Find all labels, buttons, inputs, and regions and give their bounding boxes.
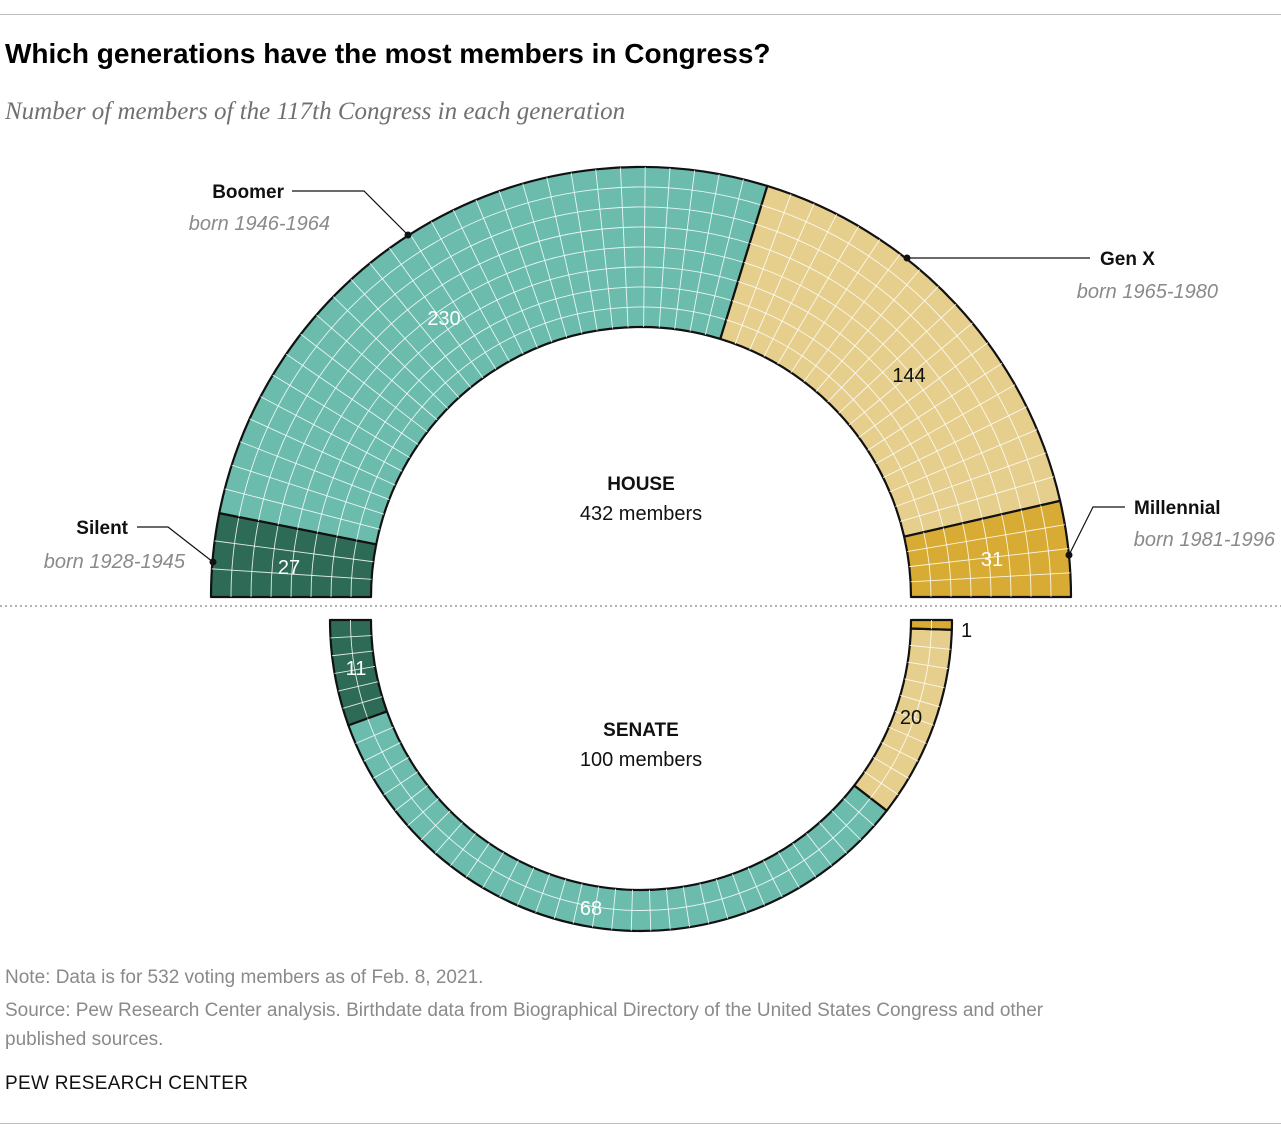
seg-house-gen-x: [719, 184, 1062, 538]
senate-silent-label: 11: [346, 658, 367, 680]
seg-senate-boomer: [347, 710, 888, 933]
house-arc: [209, 165, 1073, 599]
senate-millennial-label: 1: [961, 620, 972, 642]
footnote: Note: Data is for 532 voting members as …: [5, 967, 484, 988]
legend-millennial-name: Millennial: [1134, 498, 1221, 519]
house-title: HOUSE: [607, 474, 675, 495]
house-genx-label: 144: [892, 365, 925, 387]
legend-silent: Silent born 1928-1945: [44, 518, 217, 573]
seg-house-boomer-fill: [218, 165, 769, 546]
chart-title: Which generations have the most members …: [5, 38, 771, 69]
senate-member-count: 100 members: [580, 749, 702, 771]
seg-senate-gen-x-grid: [864, 629, 951, 799]
house-boomer-label: 230: [427, 308, 460, 330]
seg-house-gen-x-fill: [719, 184, 1062, 538]
senate-title: SENATE: [603, 720, 679, 741]
legend-boomer-born: born 1946-1964: [189, 213, 330, 235]
seg-house-millennial-grid: [907, 505, 1071, 598]
seg-house-silent: [209, 512, 378, 599]
seg-house-boomer: [218, 165, 769, 546]
source-line-2: published sources.: [5, 1029, 164, 1050]
legend-millennial-born: born 1981-1996: [1134, 529, 1276, 551]
congress-generations-chart: HOUSE 432 members SENATE 100 members Boo…: [0, 165, 1281, 933]
seg-senate-gen-x: [853, 627, 953, 812]
seg-senate-boomer-grid: [355, 718, 875, 931]
bottom-rule: [0, 1123, 1281, 1124]
brand-name: PEW RESEARCH CENTER: [5, 1073, 249, 1094]
legend-genx-name: Gen X: [1100, 249, 1155, 270]
legend-genx-born: born 1965-1980: [1077, 281, 1218, 303]
senate-genx-label: 20: [900, 707, 922, 729]
top-rule: [0, 14, 1281, 15]
house-silent-label: 27: [278, 557, 300, 579]
seg-house-millennial: [903, 499, 1073, 599]
legend-boomer: Boomer born 1946-1964: [189, 182, 412, 239]
seg-senate-millennial: [909, 618, 954, 631]
senate-boomer-label: 68: [580, 898, 602, 920]
chart-subtitle: Number of members of the 117th Congress …: [5, 98, 626, 125]
seg-house-boomer-grid: [224, 167, 762, 541]
legend-silent-name: Silent: [76, 518, 128, 539]
seg-senate-boomer-fill: [347, 710, 888, 933]
senate-arc: [328, 618, 954, 933]
source-line-1: Source: Pew Research Center analysis. Bi…: [5, 1000, 1044, 1021]
house-millennial-label: 31: [981, 549, 1003, 571]
legend-boomer-name: Boomer: [212, 182, 284, 203]
seg-senate-silent-grid: [330, 619, 383, 719]
seg-house-silent-grid: [211, 516, 374, 598]
legend-genx: Gen X born 1965-1980: [903, 249, 1218, 303]
legend-millennial: Millennial born 1981-1996: [1065, 498, 1276, 559]
seg-house-gen-x-grid: [726, 193, 1054, 533]
legend-silent-born: born 1928-1945: [44, 551, 186, 573]
house-member-count: 432 members: [580, 503, 702, 525]
